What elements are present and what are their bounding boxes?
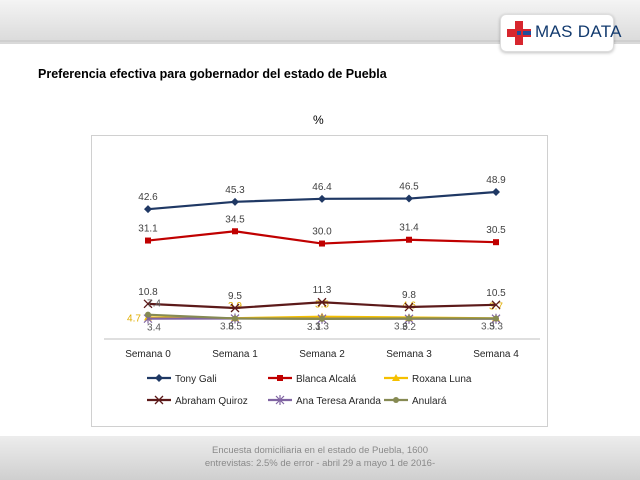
data-label-anulara: 3.5 <box>481 322 495 333</box>
line-chart: Semana 0 Semana 1 Semana 2 Semana 3 Semana 4… <box>104 175 540 407</box>
data-label-ana-teresa-aranda: 3.4 <box>147 323 161 334</box>
point-anulara <box>232 315 238 322</box>
legend-marker-roxana-luna <box>392 374 400 381</box>
data-label-abraham-quiroz: 11.3 <box>313 285 332 296</box>
point-blanca-alcala <box>232 228 238 235</box>
point-blanca-alcala <box>493 239 499 246</box>
legend-label-anulara: Anulará <box>412 396 447 407</box>
point-anulara <box>145 311 151 318</box>
slide-title: Preferencia efectiva para gobernador del… <box>38 67 387 81</box>
legend-marker-abraham-quiroz <box>154 395 164 405</box>
point-abraham-quiroz <box>230 303 240 313</box>
footer-band <box>0 436 640 480</box>
legend-marker-tony-gali <box>155 374 163 382</box>
legend-label-roxana-luna: Roxana Luna <box>412 374 472 385</box>
point-anulara <box>406 315 412 322</box>
data-label-blanca-alcala: 34.5 <box>225 214 245 225</box>
chart-title: % <box>313 113 324 127</box>
x-tick-label: Semana 1 <box>212 349 258 360</box>
data-label-ana-teresa-aranda: 3.3 <box>315 322 329 333</box>
data-label-blanca-alcala: 31.1 <box>138 224 158 235</box>
point-abraham-quiroz <box>317 297 327 307</box>
legend-label-abraham-quiroz: Abraham Quiroz <box>175 396 248 407</box>
chart-frame: Semana 0 Semana 1 Semana 2 Semana 3 Semana 4… <box>91 135 548 427</box>
data-label-anulara: 7.4 <box>147 299 161 310</box>
data-label-tony-gali: 46.4 <box>312 182 332 193</box>
point-blanca-alcala <box>145 237 151 244</box>
point-tony-gali <box>405 194 413 203</box>
legend-label-ana-teresa-aranda: Ana Teresa Aranda <box>296 396 381 407</box>
data-label-tony-gali: 48.9 <box>486 175 506 186</box>
data-label-anulara: 3.1 <box>307 322 321 333</box>
data-label-tony-gali: 45.3 <box>225 185 245 196</box>
header-divider <box>0 40 640 42</box>
legend-marker-ana-teresa-aranda <box>275 395 285 405</box>
footer-note: Encuesta domiciliaria en el estado de Pu… <box>0 444 640 470</box>
x-tick-label: Semana 0 <box>125 349 171 360</box>
x-tick-label: Semana 2 <box>299 349 345 360</box>
data-label-roxana-luna: 3.7 <box>489 301 503 312</box>
legend-label-blanca-alcala: Blanca Alcalá <box>296 374 356 385</box>
point-abraham-quiroz <box>143 299 153 309</box>
data-label-anulara: 3.6 <box>220 321 234 332</box>
footer-line-2: entrevistas: 2.5% de error - abril 29 a … <box>204 458 436 469</box>
point-abraham-quiroz <box>491 300 501 310</box>
point-tony-gali <box>318 194 326 203</box>
footer-line-1: Encuesta domiciliaria en el estado de Pu… <box>211 445 428 456</box>
data-label-blanca-alcala: 30.0 <box>312 227 332 238</box>
data-label-abraham-quiroz: 10.8 <box>138 287 158 298</box>
data-label-anulara: 3.6 <box>394 321 408 332</box>
data-label-tony-gali: 42.6 <box>138 192 158 203</box>
data-label-abraham-quiroz: 10.5 <box>486 288 506 299</box>
point-anulara <box>319 315 325 322</box>
data-label-blanca-alcala: 30.5 <box>486 225 506 236</box>
x-tick-label: Semana 4 <box>473 349 519 360</box>
brand-name: MAS DATA <box>535 22 622 41</box>
data-label-abraham-quiroz: 9.5 <box>228 291 242 302</box>
data-label-roxana-luna: 5.5 <box>315 300 329 311</box>
data-label-tony-gali: 46.5 <box>399 182 419 193</box>
point-tony-gali <box>231 197 239 206</box>
data-label-abraham-quiroz: 9.8 <box>402 290 416 301</box>
legend-marker-anulara <box>393 397 399 403</box>
brand-logo: MAS DATA <box>500 14 621 52</box>
point-blanca-alcala <box>319 240 325 247</box>
data-label-roxana-luna: 4.7 <box>127 313 141 324</box>
point-blanca-alcala <box>406 236 412 243</box>
data-label-ana-teresa-aranda: 3.5 <box>228 322 242 333</box>
legend-label-tony-gali: Tony Gali <box>175 374 217 385</box>
point-tony-gali <box>492 188 500 196</box>
data-label-ana-teresa-aranda: 3.3 <box>489 322 503 333</box>
x-tick-label: Semana 3 <box>386 349 432 360</box>
data-label-roxana-luna: 3.9 <box>228 301 242 312</box>
point-abraham-quiroz <box>404 302 414 312</box>
data-label-blanca-alcala: 31.4 <box>399 223 419 234</box>
medical-cross-icon <box>507 21 531 45</box>
data-label-ana-teresa-aranda: 3.2 <box>402 322 416 333</box>
point-anulara <box>493 315 499 322</box>
legend-marker-blanca-alcala <box>277 375 283 381</box>
point-tony-gali <box>144 205 152 214</box>
